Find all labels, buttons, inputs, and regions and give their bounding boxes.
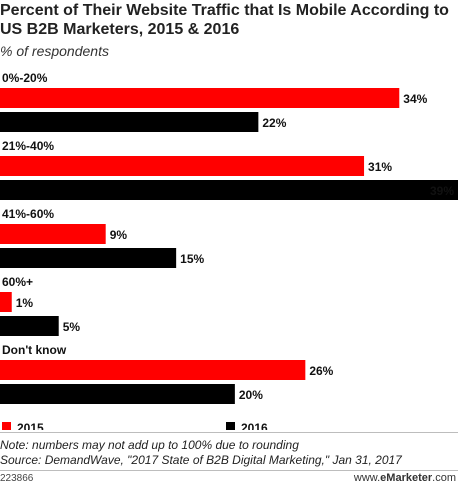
legend-swatch-2015 xyxy=(2,422,11,430)
value-label: 34% xyxy=(403,92,427,106)
value-label: 39% xyxy=(430,184,454,198)
bar-2016 xyxy=(0,248,177,268)
chart-subtitle: % of respondents xyxy=(0,43,109,59)
value-label: 5% xyxy=(63,320,81,334)
bar-2016 xyxy=(0,180,458,200)
chart-title: Percent of Their Website Traffic that Is… xyxy=(0,2,449,38)
bar-2016 xyxy=(0,112,259,132)
brand-name: eMarketer xyxy=(380,472,433,484)
category-label: Don't know xyxy=(2,343,67,357)
value-label: 1% xyxy=(16,296,34,310)
bar-2015 xyxy=(0,88,400,108)
category-label: 60%+ xyxy=(2,275,33,289)
value-label: 20% xyxy=(239,388,263,402)
note-text: Note: numbers may not add up to 100% due… xyxy=(0,438,299,452)
source-text: Source: DemandWave, "2017 State of B2B D… xyxy=(0,453,402,467)
chart-id: 223866 xyxy=(0,473,34,484)
footer-divider xyxy=(0,470,458,471)
brand-footer: www.eMarketer.com xyxy=(354,472,456,484)
bar-2016 xyxy=(0,384,235,404)
value-label: 26% xyxy=(309,364,333,378)
legend-label-2016: 2016 xyxy=(241,421,268,430)
bar-2015 xyxy=(0,292,12,312)
bar-chart: 0%-20% 34% 22% 21%-40% 31% 39% 41%-60% 9% 15% 60%… xyxy=(0,71,458,430)
bar-2015 xyxy=(0,156,365,176)
notes-divider xyxy=(0,432,458,433)
legend-swatch-2016 xyxy=(226,422,235,430)
bar-2015 xyxy=(0,224,106,244)
category-label: 21%-40% xyxy=(2,139,54,153)
value-label: 9% xyxy=(110,228,128,242)
category-label: 41%-60% xyxy=(2,207,54,221)
brand-suffix: .com xyxy=(432,472,456,484)
legend-label-2015: 2015 xyxy=(17,421,44,430)
category-label: 0%-20% xyxy=(2,71,48,85)
brand-prefix: www. xyxy=(353,472,381,484)
value-label: 31% xyxy=(368,160,392,174)
value-label: 22% xyxy=(262,116,286,130)
bar-2015 xyxy=(0,360,306,380)
value-label: 15% xyxy=(180,252,204,266)
bar-2016 xyxy=(0,316,59,336)
